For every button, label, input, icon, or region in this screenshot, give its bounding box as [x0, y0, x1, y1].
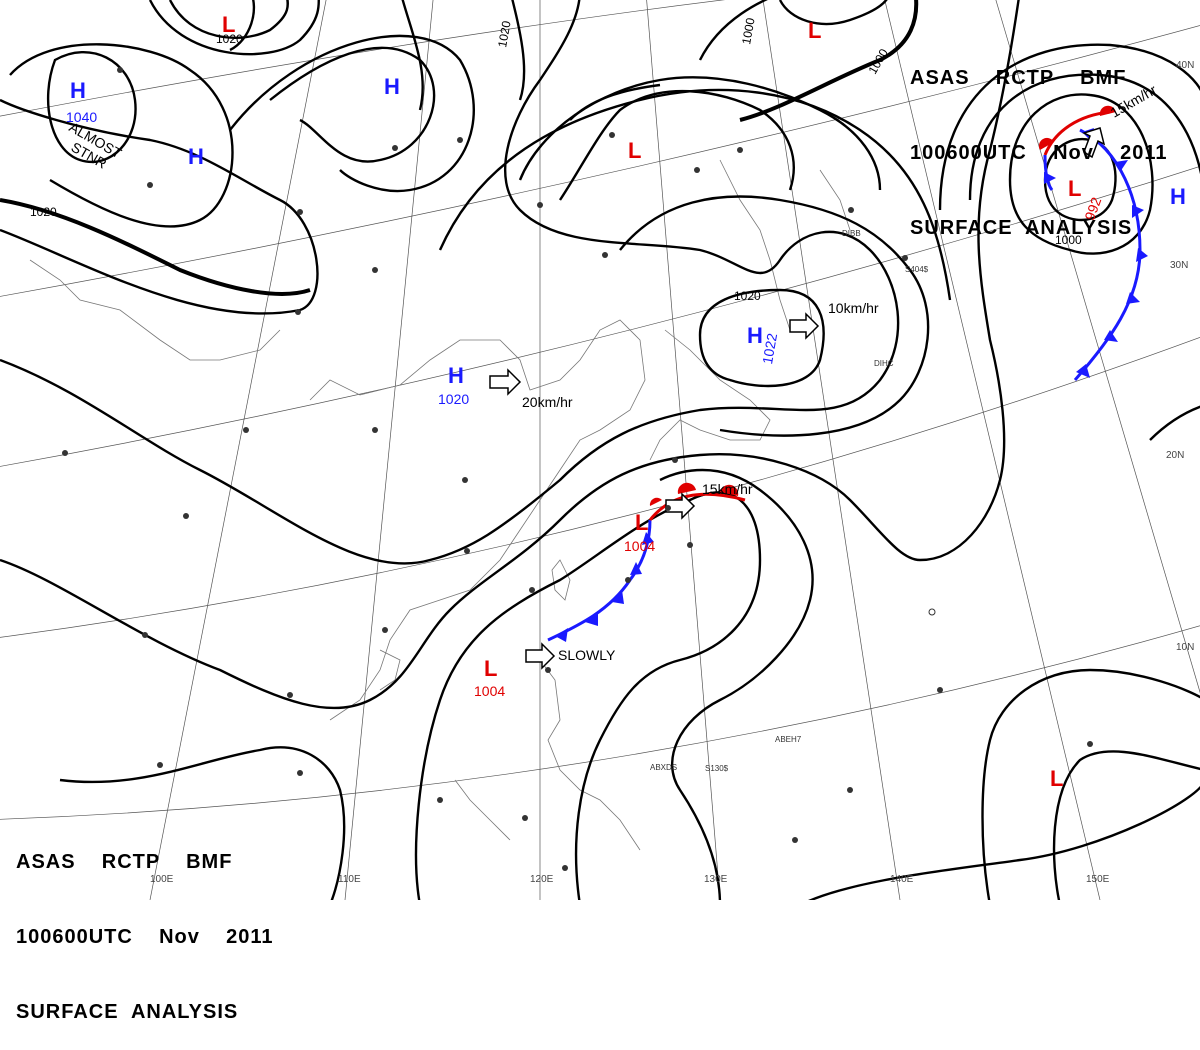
coastlines	[29, 159, 851, 851]
high-center-symbol: H	[188, 144, 204, 169]
high-center-symbol: H	[384, 74, 400, 99]
low-center-symbol: L	[635, 510, 648, 535]
high-center-value: 1022	[759, 332, 780, 366]
cold-front-east	[1073, 128, 1148, 381]
movement-label: 15km/hr	[702, 481, 753, 497]
weather-map: 1020 1020 1020 1000 1000 1020 1000 H 104…	[0, 0, 1200, 900]
low-center-value: 992	[1081, 195, 1104, 223]
high-center-value: 1040	[66, 109, 97, 125]
header-top-line3: SURFACE ANALYSIS	[910, 217, 1133, 239]
lat-label: 30N	[1170, 260, 1188, 271]
station-plots	[62, 67, 1093, 871]
low-center-symbol: L	[808, 18, 821, 43]
movement-label: SLOWLY	[558, 647, 616, 663]
isobar-label: 1020	[495, 19, 513, 48]
high-center-symbol: H	[747, 323, 763, 348]
isobar-labels: 1020 1020 1020 1000 1000 1020 1000	[30, 16, 1082, 303]
isobar-label: 1020	[30, 205, 57, 219]
station-id: DIHC	[874, 359, 894, 368]
movement-label: 20km/hr	[522, 394, 573, 410]
station-ids: DIBB DIHC ABXDS S130$ ABEH7 S404$	[650, 229, 929, 773]
high-center-value: 1020	[438, 391, 469, 407]
lon-label: 120E	[530, 874, 554, 885]
low-center-symbol: L	[222, 12, 235, 37]
lon-label: 140E	[890, 874, 914, 885]
low-center-symbol: L	[628, 138, 641, 163]
coordinate-labels: 100E 110E 120E 130E 140E 150E 40N 30N 20…	[150, 60, 1194, 885]
lat-label: 20N	[1166, 450, 1184, 461]
lon-label: 100E	[150, 874, 174, 885]
low-center-value: 1004	[474, 683, 505, 699]
header-bottom: ASAS RCTP BMF 100600UTC Nov 2011 SURFACE…	[16, 800, 273, 1050]
header-top: ASAS RCTP BMF 100600UTC Nov 2011 SURFACE…	[910, 16, 1167, 266]
station-id: S130$	[705, 764, 729, 773]
lat-label: 40N	[1176, 60, 1194, 71]
high-center-symbol: H	[1170, 184, 1186, 209]
lon-label: 150E	[1086, 874, 1110, 885]
isobars	[0, 0, 1200, 900]
high-center-symbol: H	[448, 363, 464, 388]
lat-label: 10N	[1176, 642, 1194, 653]
movement-arrows	[489, 127, 1106, 670]
header-top-line1: ASAS RCTP BMF	[910, 67, 1127, 89]
isobar-label: 1000	[739, 16, 757, 45]
station-id: ABXDS	[650, 763, 677, 772]
high-center-symbol: H	[70, 78, 86, 103]
low-center-symbol: L	[1050, 766, 1063, 791]
header-bottom-line2: 100600UTC Nov 2011	[16, 926, 274, 948]
warm-front-south	[648, 482, 746, 521]
isobar-label: 1000	[1055, 233, 1082, 247]
station-id: S404$	[905, 265, 929, 274]
station-id: DIBB	[842, 229, 861, 238]
lon-label: 130E	[704, 874, 728, 885]
low-center-value: 1004	[624, 538, 655, 554]
station-id: ABEH7	[775, 735, 802, 744]
isobar-label: 1020	[216, 32, 243, 46]
header-top-line2: 100600UTC Nov 2011	[910, 142, 1168, 164]
header-bottom-line3: SURFACE ANALYSIS	[16, 1001, 239, 1023]
header-bottom-line1: ASAS RCTP BMF	[16, 851, 233, 873]
movement-label: 10km/hr	[828, 300, 879, 316]
warm-front-east	[1038, 105, 1116, 191]
low-center-symbol: L	[484, 656, 497, 681]
pressure-centers: H 1040 H H H 1020 H 1022 H L L L L 992 L…	[66, 12, 1186, 791]
low-center-symbol: L	[1068, 176, 1081, 201]
lon-label: 110E	[338, 874, 361, 885]
isobar-label: 1020	[734, 289, 761, 303]
